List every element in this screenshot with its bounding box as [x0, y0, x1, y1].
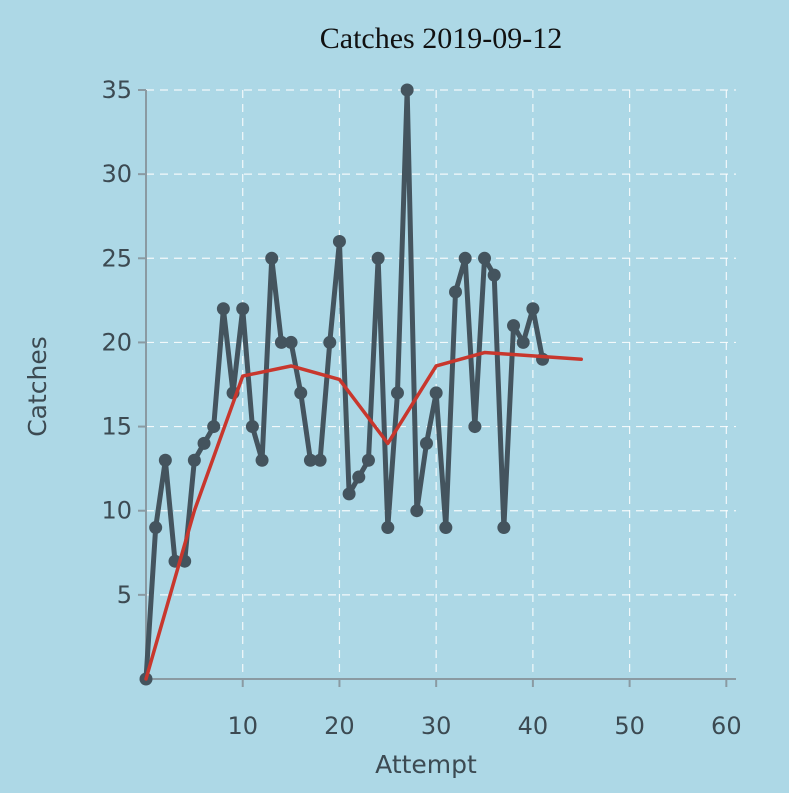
data-point	[458, 251, 472, 265]
y-axis-label: Catches	[23, 336, 52, 437]
data-point	[468, 420, 482, 434]
data-point	[439, 521, 453, 535]
chart-title: Catches 2019-09-12	[319, 22, 563, 55]
data-point	[149, 521, 163, 535]
data-point	[313, 453, 327, 467]
data-point	[284, 335, 298, 349]
data-point	[487, 268, 501, 282]
y-tick-label: 25	[101, 244, 132, 272]
data-point	[410, 504, 424, 518]
data-point	[245, 420, 259, 434]
x-tick-label: 50	[614, 712, 645, 740]
y-tick-label: 30	[101, 160, 132, 188]
data-point	[197, 436, 211, 450]
x-tick-label: 60	[711, 712, 742, 740]
data-point	[449, 285, 463, 299]
data-point	[158, 453, 172, 467]
y-tick-label: 5	[117, 581, 132, 609]
x-tick-label: 10	[227, 712, 258, 740]
data-point	[265, 251, 279, 265]
data-point	[371, 251, 385, 265]
y-tick-label: 20	[101, 328, 132, 356]
data-point	[216, 302, 230, 316]
x-tick-label: 30	[421, 712, 452, 740]
data-point	[429, 386, 443, 400]
data-point	[497, 521, 511, 535]
data-point	[187, 453, 201, 467]
data-point	[390, 386, 404, 400]
data-point	[526, 302, 540, 316]
data-point	[361, 453, 375, 467]
data-point	[294, 386, 308, 400]
data-point	[516, 335, 530, 349]
data-point	[381, 521, 395, 535]
data-point	[303, 453, 317, 467]
y-tick-label: 15	[101, 413, 132, 441]
y-tick-label: 10	[101, 497, 132, 525]
data-point	[207, 420, 221, 434]
y-tick-label: 35	[101, 76, 132, 104]
x-tick-label: 20	[324, 712, 355, 740]
data-point	[342, 487, 356, 501]
data-point	[478, 251, 492, 265]
data-point	[352, 470, 366, 484]
data-point	[236, 302, 250, 316]
data-point	[507, 319, 521, 333]
data-point	[419, 436, 433, 450]
x-tick-label: 40	[518, 712, 549, 740]
series-line-1	[144, 350, 583, 681]
data-point	[400, 83, 414, 97]
data-point	[274, 335, 288, 349]
x-axis-label: Attempt	[375, 750, 477, 779]
data-point	[332, 234, 346, 248]
data-point	[323, 335, 337, 349]
data-point	[255, 453, 269, 467]
